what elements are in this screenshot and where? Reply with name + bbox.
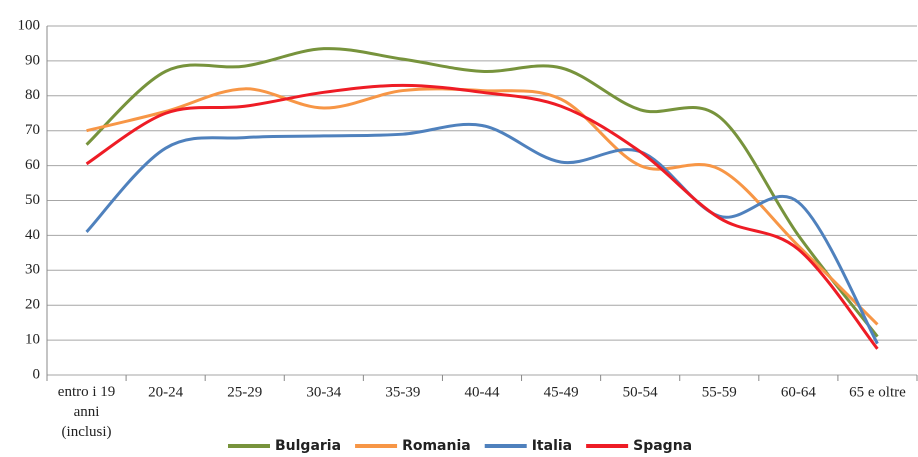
legend-label: Spagna [633,438,692,454]
y-tick-label: 80 [25,87,40,103]
series-line [85,83,879,350]
x-tick-label: 65 e oltre [849,384,906,400]
y-tick-label: 90 [25,52,40,68]
series-line [85,122,879,345]
x-tick-label: 60-64 [781,384,816,400]
x-tick-label: 30-34 [306,384,341,400]
legend-label: Italia [532,438,572,454]
legend: Bulgaria Romania Italia Spagna [228,438,692,454]
y-tick-label: 10 [25,332,40,348]
legend-label: Bulgaria [275,438,341,454]
x-tick-label: 25-29 [227,384,262,400]
y-tick-label: 40 [25,227,40,243]
x-tick-label: entro i 19 anni (inclusi) [58,384,116,440]
y-tick-label: 0 [33,366,41,382]
series-line [85,47,879,338]
y-tick-label: 60 [25,157,40,173]
legend-label: Romania [402,438,471,454]
series-line [86,87,879,326]
y-tick-label: 70 [25,122,40,138]
x-tick-label: 45-49 [544,384,579,400]
x-tick-label: 40-44 [465,384,500,400]
x-tick-label: 35-39 [385,384,420,400]
y-tick-label: 30 [25,262,40,278]
x-tick-label: 55-59 [702,384,737,400]
x-tick-label: 50-54 [623,384,658,400]
y-tick-label: 20 [25,297,40,313]
y-tick-label: 50 [25,192,40,208]
x-tick-label: 20-24 [148,384,183,400]
y-tick-label: 100 [18,17,41,33]
